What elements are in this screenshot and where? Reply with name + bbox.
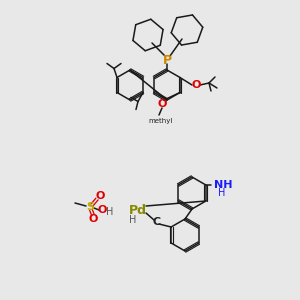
Text: NH: NH bbox=[214, 180, 232, 190]
Text: H: H bbox=[106, 207, 114, 217]
Text: H: H bbox=[218, 188, 226, 198]
Text: O: O bbox=[95, 191, 105, 201]
Text: O: O bbox=[88, 214, 98, 224]
Text: C: C bbox=[153, 217, 161, 227]
Text: O: O bbox=[157, 99, 167, 109]
Text: S: S bbox=[86, 202, 94, 212]
Text: O: O bbox=[191, 80, 201, 90]
Text: Pd: Pd bbox=[129, 203, 147, 217]
Text: H: H bbox=[129, 215, 137, 225]
Text: O: O bbox=[97, 205, 107, 215]
Text: methyl: methyl bbox=[149, 118, 173, 124]
Text: P: P bbox=[162, 53, 172, 67]
